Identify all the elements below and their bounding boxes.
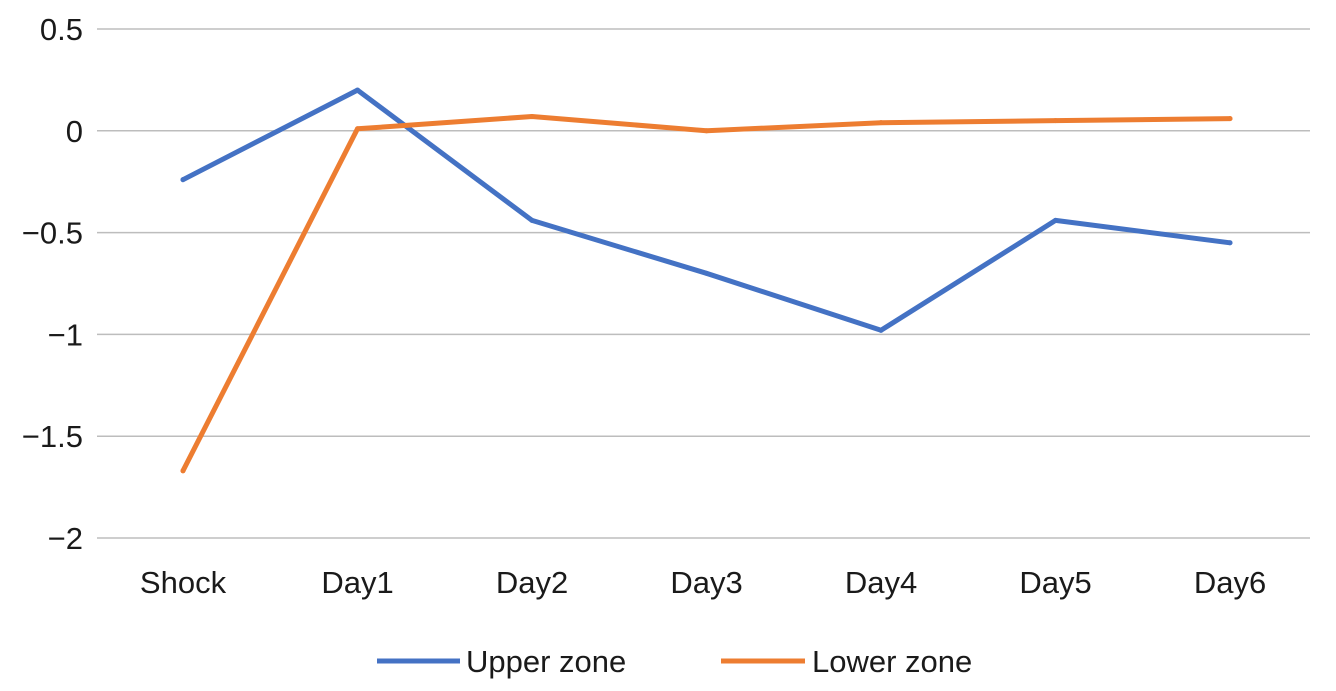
x-tick-label: Day5 xyxy=(1019,565,1091,600)
x-tick-label: Day2 xyxy=(496,565,568,600)
y-tick-label: 0.5 xyxy=(40,12,83,47)
data-point xyxy=(355,126,360,132)
data-point xyxy=(180,177,186,183)
series-lines xyxy=(180,87,1233,474)
x-tick-label: Day6 xyxy=(1194,565,1266,600)
data-point xyxy=(1053,118,1058,124)
data-point xyxy=(355,87,360,93)
data-point xyxy=(878,327,884,333)
y-axis-tick-labels: 0.5 0 −0.5 −1 −1.5 −2 xyxy=(22,12,83,556)
data-point xyxy=(704,128,709,134)
data-point xyxy=(529,114,535,120)
legend-label: Lower zone xyxy=(812,644,972,679)
y-tick-label: −2 xyxy=(48,521,83,556)
x-tick-label: Shock xyxy=(140,565,227,600)
series-line-upper-zone xyxy=(180,87,1233,333)
x-tick-label: Day3 xyxy=(670,565,742,600)
y-tick-label: −1 xyxy=(48,317,83,352)
legend-label: Upper zone xyxy=(466,644,626,679)
x-axis-tick-labels: Shock Day1 Day2 Day3 Day4 Day5 Day6 xyxy=(140,565,1266,600)
series-line-lower-zone xyxy=(180,114,1233,474)
data-point xyxy=(180,468,186,474)
y-tick-label: −1.5 xyxy=(22,419,83,454)
legend: Upper zone Lower zone xyxy=(377,644,972,679)
data-point xyxy=(704,270,709,276)
data-point xyxy=(1053,217,1058,223)
x-tick-label: Day4 xyxy=(845,565,917,600)
data-point xyxy=(529,217,535,223)
data-point xyxy=(1227,240,1233,246)
gridlines xyxy=(97,28,1310,539)
x-tick-label: Day1 xyxy=(321,565,393,600)
data-point xyxy=(1227,116,1233,122)
data-point xyxy=(878,120,884,126)
y-tick-label: 0 xyxy=(66,114,83,149)
y-tick-label: −0.5 xyxy=(22,216,83,251)
